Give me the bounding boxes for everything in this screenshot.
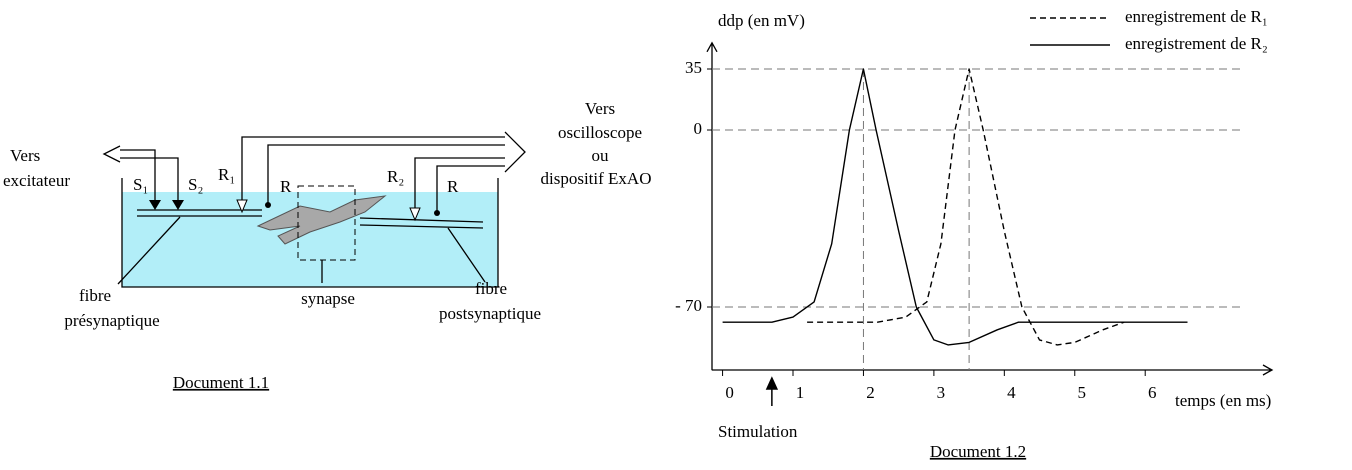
label: Vers xyxy=(10,146,40,165)
label: présynaptique xyxy=(64,311,159,330)
legend-label: enregistrement de R₂ xyxy=(1125,34,1268,53)
oscilloscope-arrow xyxy=(504,131,526,173)
record-wires xyxy=(241,136,505,213)
label: fibre xyxy=(79,286,111,305)
label: excitateur xyxy=(3,171,70,190)
label: Vers xyxy=(585,99,615,118)
legend-label: enregistrement de R₁ xyxy=(1125,7,1268,26)
reference-electrode xyxy=(265,202,271,208)
label: dispositif ExAO xyxy=(541,169,652,188)
excitateur-arrow xyxy=(102,145,121,163)
label: oscilloscope xyxy=(558,123,642,142)
annotation: Stimulation xyxy=(718,422,798,441)
x-axis-label: temps (en ms) xyxy=(1175,391,1271,410)
tank xyxy=(121,178,499,288)
label: S₁ xyxy=(133,175,148,194)
label: ou xyxy=(592,146,610,165)
label: S₂ xyxy=(188,175,203,194)
x-tick-label: 4 xyxy=(1007,383,1016,402)
label: fibre xyxy=(475,279,507,298)
series-line xyxy=(722,68,1188,346)
label-pointers xyxy=(117,216,486,285)
label: R₂ xyxy=(387,167,404,186)
y-tick-label: 0 xyxy=(694,119,703,138)
x-tick-label: 6 xyxy=(1148,383,1157,402)
x-tick-label: 0 xyxy=(725,383,734,402)
caption: Document 1.2 xyxy=(930,442,1026,461)
stim-electrodes xyxy=(149,200,184,210)
x-axis xyxy=(712,364,1274,376)
caption: Document 1.1 xyxy=(173,373,269,392)
label: R xyxy=(447,177,459,196)
postsynaptic-fiber xyxy=(359,217,484,229)
series-line xyxy=(807,68,1125,346)
label: postsynaptique xyxy=(439,304,541,323)
x-tick-label: 5 xyxy=(1078,383,1087,402)
stim-wires xyxy=(120,149,179,200)
experiment-diagram: Vers excitateur S₁ S₂ R₁ R R₂ R Vers osc… xyxy=(3,99,651,392)
y-axis-label: ddp (en mV) xyxy=(718,11,805,30)
x-tick-label: 2 xyxy=(866,383,875,402)
stimulation-arrow xyxy=(765,376,779,406)
synapse-shape xyxy=(256,195,387,245)
reference-electrode xyxy=(434,210,440,216)
y-tick-label: 35 xyxy=(685,58,702,77)
synapse-box xyxy=(297,185,356,261)
x-tick-label: 3 xyxy=(937,383,946,402)
x-tick-label: 1 xyxy=(796,383,805,402)
chart: ddp (en mV) temps (en ms) Document 1.2 3… xyxy=(675,7,1274,461)
label: R₁ xyxy=(218,165,235,184)
label: R xyxy=(280,177,292,196)
record-electrodes xyxy=(236,199,421,222)
y-axis xyxy=(706,41,718,371)
label: synapse xyxy=(301,289,355,308)
y-tick-label: - 70 xyxy=(675,296,702,315)
